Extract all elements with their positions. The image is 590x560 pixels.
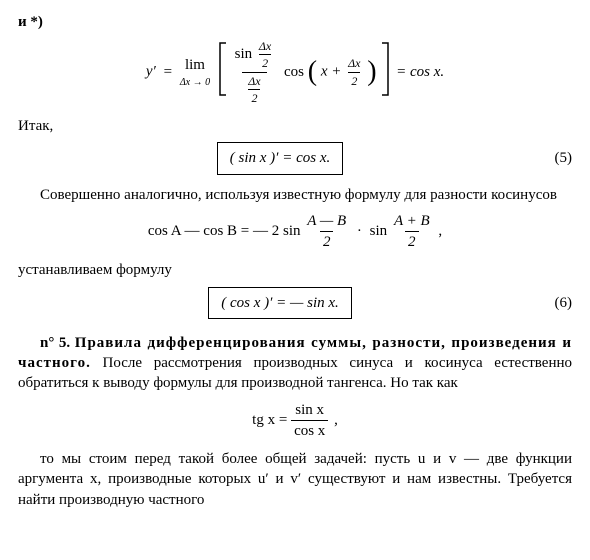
xplus: x + bbox=[321, 64, 342, 80]
equation-6-row: ( cos x )′ = — sin x. (6) bbox=[18, 287, 572, 319]
eq-end: = cos x. bbox=[394, 64, 444, 80]
eq1: = bbox=[160, 64, 176, 80]
dx-top1: Δx bbox=[256, 38, 274, 54]
two3: 2 bbox=[348, 72, 360, 89]
sinx: sin x bbox=[292, 400, 327, 420]
two5: 2 bbox=[405, 231, 419, 252]
cosx: cos x bbox=[291, 420, 328, 441]
yprime: y′ bbox=[146, 64, 156, 80]
sin1: sin bbox=[235, 46, 253, 62]
cos1: cos bbox=[281, 64, 304, 80]
sin2: sin bbox=[370, 223, 388, 239]
para-cos-diff: Совершенно аналогично, используя известн… bbox=[18, 185, 572, 205]
cosA-part: cos A — cos B = — 2 sin bbox=[148, 223, 301, 239]
para-last: то мы стоим перед такой более общей зада… bbox=[18, 449, 572, 510]
itak-label: Итак, bbox=[18, 116, 572, 136]
boxed-sin-deriv: ( sin x )′ = cos x. bbox=[217, 142, 343, 174]
ustanav-label: устанавливаем формулу bbox=[18, 260, 572, 280]
equation-5-row: ( sin x )′ = cos x. (5) bbox=[18, 142, 572, 174]
AmB: A — B bbox=[304, 211, 349, 231]
dx-top2: Δx bbox=[245, 73, 263, 89]
frac-sin-dx: sin Δx 2 Δx 2 bbox=[232, 38, 278, 106]
eqnum-6: (6) bbox=[542, 293, 572, 313]
ApB: A + B bbox=[391, 211, 433, 231]
two2: 2 bbox=[248, 89, 260, 106]
section-num: n° 5. bbox=[40, 335, 70, 351]
tgx: tg x = bbox=[252, 412, 287, 428]
comma1: , bbox=[436, 223, 442, 239]
equation-cos-diff: cos A — cos B = — 2 sin A — B 2 · sin A … bbox=[18, 211, 572, 253]
two1: 2 bbox=[259, 54, 271, 71]
dot1: · bbox=[353, 223, 366, 239]
comma2: , bbox=[332, 412, 338, 428]
equation-limit: y′ = lim Δx → 0 sin Δx 2 Δx 2 bbox=[18, 38, 572, 106]
lim: lim bbox=[185, 55, 205, 75]
left-bracket-icon bbox=[218, 42, 228, 102]
boxed-cos-deriv: ( cos x )′ = — sin x. bbox=[208, 287, 352, 319]
footnote-marker: и *) bbox=[18, 12, 572, 32]
two4: 2 bbox=[320, 231, 334, 252]
section-5-para: n° 5. Правила дифференцирования суммы, р… bbox=[18, 333, 572, 394]
section-rest: После рассмотрения производных синуса и … bbox=[18, 355, 572, 391]
eqnum-5: (5) bbox=[542, 148, 572, 168]
right-bracket-icon bbox=[380, 42, 390, 102]
dx-top3: Δx bbox=[345, 55, 363, 71]
equation-tgx: tg x = sin x cos x , bbox=[18, 400, 572, 442]
lim-sub: Δx → 0 bbox=[180, 76, 210, 90]
